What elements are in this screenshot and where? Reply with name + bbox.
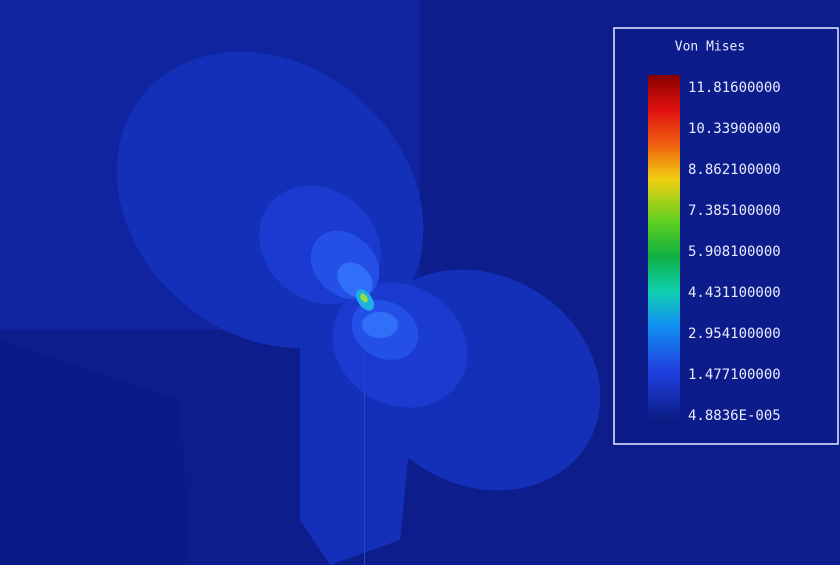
- legend-label: 11.81600000: [688, 80, 781, 96]
- legend-labels: 11.81600000 10.33900000 8.862100000 7.38510…: [688, 80, 781, 424]
- legend-label: 8.862100000: [688, 162, 781, 178]
- legend-label: 4.8836E-005: [688, 408, 781, 424]
- legend-label: 4.431100000: [688, 285, 781, 301]
- legend-label: 5.908100000: [688, 244, 781, 260]
- color-bar: [648, 75, 680, 423]
- legend-label: 10.33900000: [688, 121, 781, 137]
- legend-label: 2.954100000: [688, 326, 781, 342]
- legend-label: 1.477100000: [688, 367, 781, 383]
- legend-label: 7.385100000: [688, 203, 781, 219]
- legend: Von Mises 11.81600000 10.33900000 8.862100…: [613, 27, 839, 445]
- legend-title: Von Mises: [675, 40, 745, 55]
